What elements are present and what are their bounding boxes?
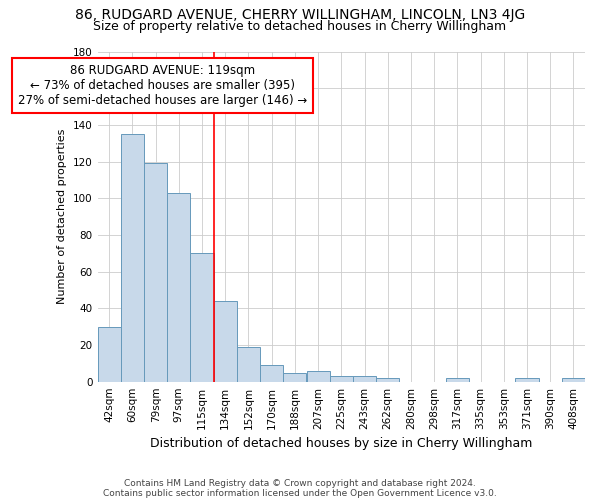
Bar [353, 376, 376, 382]
Text: Contains HM Land Registry data © Crown copyright and database right 2024.: Contains HM Land Registry data © Crown c… [124, 478, 476, 488]
Text: 86, RUDGARD AVENUE, CHERRY WILLINGHAM, LINCOLN, LN3 4JG: 86, RUDGARD AVENUE, CHERRY WILLINGHAM, L… [75, 8, 525, 22]
Text: 86 RUDGARD AVENUE: 119sqm
← 73% of detached houses are smaller (395)
27% of semi: 86 RUDGARD AVENUE: 119sqm ← 73% of detac… [18, 64, 307, 108]
Y-axis label: Number of detached properties: Number of detached properties [58, 129, 67, 304]
Bar [260, 365, 283, 382]
Bar [190, 254, 214, 382]
X-axis label: Distribution of detached houses by size in Cherry Willingham: Distribution of detached houses by size … [150, 437, 533, 450]
Bar [515, 378, 539, 382]
Text: Size of property relative to detached houses in Cherry Willingham: Size of property relative to detached ho… [94, 20, 506, 33]
Bar [330, 376, 353, 382]
Text: Contains public sector information licensed under the Open Government Licence v3: Contains public sector information licen… [103, 488, 497, 498]
Bar [562, 378, 585, 382]
Bar [214, 301, 237, 382]
Bar [121, 134, 144, 382]
Bar [283, 372, 307, 382]
Bar [446, 378, 469, 382]
Bar [376, 378, 400, 382]
Bar [307, 370, 330, 382]
Bar [237, 347, 260, 382]
Bar [144, 164, 167, 382]
Bar [98, 326, 121, 382]
Bar [167, 192, 190, 382]
